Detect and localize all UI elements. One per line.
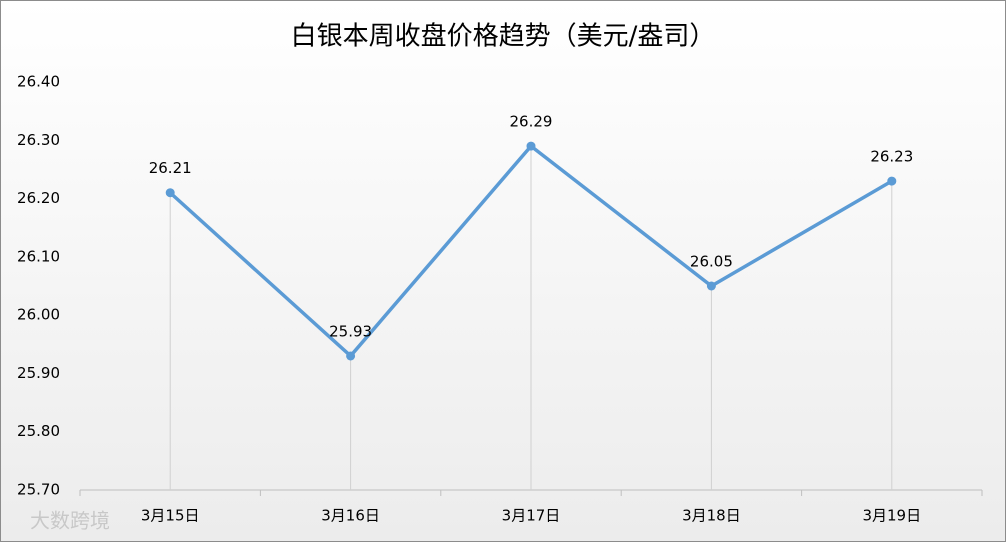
point xyxy=(887,176,897,186)
data-label: 26.29 xyxy=(510,113,553,131)
y-tick-label: 26.00 xyxy=(17,306,60,324)
data-label: 26.05 xyxy=(690,253,733,271)
y-tick-label: 25.90 xyxy=(17,364,60,382)
y-tick-label: 26.20 xyxy=(17,189,60,207)
x-tick-label: 3月16日 xyxy=(321,507,380,525)
y-tick-label: 26.30 xyxy=(17,131,60,149)
y-tick-label: 25.80 xyxy=(17,422,60,440)
y-tick-label: 26.10 xyxy=(17,247,60,265)
x-tick-label: 3月19日 xyxy=(862,507,921,525)
y-tick-label: 25.70 xyxy=(17,481,60,499)
x-tick-label: 3月15日 xyxy=(141,507,200,525)
data-label: 26.21 xyxy=(149,159,192,177)
point xyxy=(165,188,175,198)
x-tick-label: 3月18日 xyxy=(682,507,741,525)
watermark: 大数跨境 xyxy=(30,509,110,533)
point xyxy=(706,281,716,291)
data-label: 26.23 xyxy=(870,148,913,166)
chart-title: 白银本周收盘价格趋势（美元/盎司） xyxy=(291,22,716,52)
y-tick-label: 26.40 xyxy=(17,73,60,91)
point xyxy=(526,141,536,151)
x-tick-label: 3月17日 xyxy=(502,507,561,525)
data-label: 25.93 xyxy=(329,322,372,340)
point xyxy=(346,351,356,361)
